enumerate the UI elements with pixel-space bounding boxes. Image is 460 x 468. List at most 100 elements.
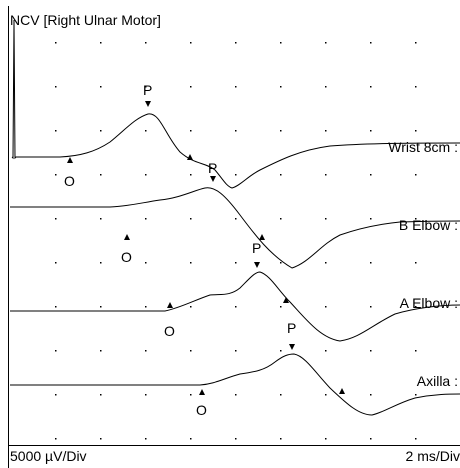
- grid-dot: [280, 438, 282, 440]
- peak-label: P: [208, 160, 217, 176]
- onset-marker: [167, 302, 173, 308]
- grid-dot: [370, 262, 372, 264]
- peak-marker: [145, 101, 151, 107]
- grid-dot: [370, 306, 372, 308]
- grid-dot: [280, 306, 282, 308]
- trace-label: B Elbow :: [399, 217, 458, 233]
- grid-dot: [235, 218, 237, 220]
- grid-dot: [145, 42, 147, 44]
- grid-dot: [415, 438, 417, 440]
- grid-dot: [55, 86, 57, 88]
- grid-dot: [415, 394, 417, 396]
- grid-dot: [280, 86, 282, 88]
- time-scale: 2 ms/Div: [406, 448, 460, 464]
- waveform: [11, 19, 460, 189]
- grid-dot: [235, 86, 237, 88]
- grid-dot: [325, 350, 327, 352]
- grid-dot: [100, 306, 102, 308]
- trace-label: Wrist 8cm :: [388, 139, 458, 155]
- waveform: [10, 187, 460, 269]
- grid-dot: [190, 262, 192, 264]
- onset-marker: [124, 234, 130, 240]
- grid-dot: [370, 218, 372, 220]
- peak-label: P: [143, 82, 152, 98]
- grid-dot: [325, 262, 327, 264]
- grid-dot: [145, 438, 147, 440]
- peak-marker: [254, 262, 260, 268]
- grid-dot: [55, 130, 57, 132]
- grid-dot: [370, 350, 372, 352]
- grid-dot: [190, 42, 192, 44]
- grid-dot: [235, 42, 237, 44]
- grid-dot: [55, 42, 57, 44]
- grid-dots: [55, 42, 417, 440]
- marker: [187, 154, 193, 160]
- peak-marker: [289, 344, 295, 350]
- grid-dot: [235, 394, 237, 396]
- title: NCV [Right Ulnar Motor]: [10, 12, 161, 28]
- grid-dot: [55, 218, 57, 220]
- grid-dot: [280, 394, 282, 396]
- grid-dot: [55, 306, 57, 308]
- grid-dot: [280, 350, 282, 352]
- onset-label: O: [121, 249, 132, 265]
- grid-dot: [235, 350, 237, 352]
- grid-dot: [145, 350, 147, 352]
- grid-dot: [370, 130, 372, 132]
- grid-dot: [55, 174, 57, 176]
- grid-dot: [370, 174, 372, 176]
- grid-dot: [190, 306, 192, 308]
- grid-dot: [280, 218, 282, 220]
- grid-dot: [280, 130, 282, 132]
- grid-dot: [145, 218, 147, 220]
- grid-dot: [325, 438, 327, 440]
- onset-label: O: [164, 323, 175, 339]
- grid-dot: [55, 394, 57, 396]
- grid-dot: [370, 394, 372, 396]
- grid-dot: [415, 350, 417, 352]
- grid-dot: [145, 86, 147, 88]
- grid-dot: [415, 130, 417, 132]
- grid-dot: [235, 130, 237, 132]
- grid-dot: [100, 174, 102, 176]
- grid-dot: [325, 306, 327, 308]
- grid-dot: [235, 262, 237, 264]
- onset-label: O: [64, 173, 75, 189]
- grid-dot: [100, 438, 102, 440]
- grid-dot: [190, 438, 192, 440]
- grid-dot: [190, 350, 192, 352]
- grid-dot: [100, 394, 102, 396]
- grid-dot: [190, 394, 192, 396]
- grid-dot: [370, 86, 372, 88]
- trace-label: Axilla :: [417, 373, 458, 389]
- peak-marker: [210, 176, 216, 182]
- grid-dot: [280, 174, 282, 176]
- grid-dot: [100, 42, 102, 44]
- marker: [259, 234, 265, 240]
- grid-dot: [415, 218, 417, 220]
- grid-dot: [325, 86, 327, 88]
- onset-marker: [67, 157, 73, 163]
- onset-label: O: [196, 402, 207, 418]
- trace-label: A Elbow :: [400, 295, 458, 311]
- grid-dot: [100, 218, 102, 220]
- grid-dot: [55, 350, 57, 352]
- grid-dot: [55, 262, 57, 264]
- grid-dot: [100, 350, 102, 352]
- grid-dot: [370, 42, 372, 44]
- grid-dot: [280, 42, 282, 44]
- grid-dot: [415, 306, 417, 308]
- grid-dot: [100, 262, 102, 264]
- grid-dot: [280, 262, 282, 264]
- grid-dot: [145, 306, 147, 308]
- grid-dot: [145, 130, 147, 132]
- grid-dot: [370, 438, 372, 440]
- peak-label: P: [252, 240, 261, 256]
- markers: [67, 101, 345, 395]
- amplitude-scale: 5000 µV/Div: [10, 448, 87, 464]
- grid-dot: [190, 86, 192, 88]
- grid-dot: [325, 394, 327, 396]
- grid-dot: [325, 218, 327, 220]
- marker: [283, 297, 289, 303]
